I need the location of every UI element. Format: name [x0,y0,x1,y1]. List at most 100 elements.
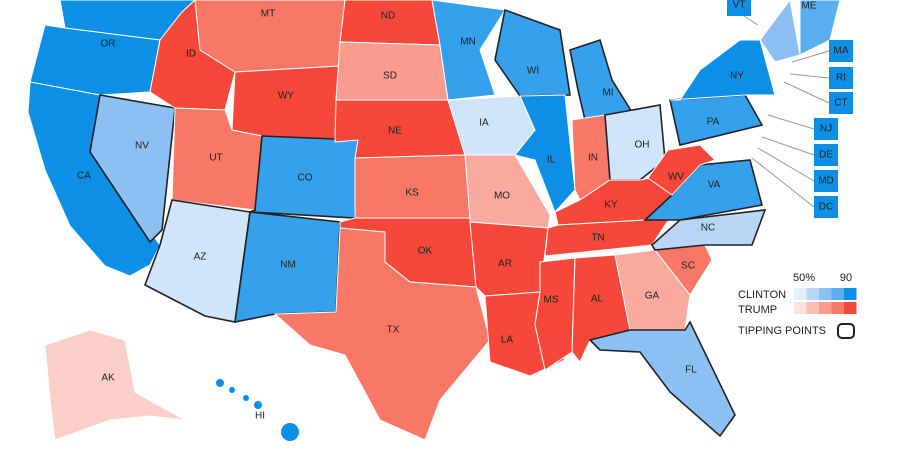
state-shape [647,144,716,196]
state-shape [759,0,801,63]
legend-swatch [844,302,857,314]
state-label: ID [186,49,196,60]
state-label: AR [498,259,512,270]
leader-line [751,157,815,208]
state-label: SC [681,261,695,272]
state-box [829,67,853,89]
legend-swatch [794,288,807,300]
legend-swatch [831,288,844,300]
legend-swatch [819,288,832,300]
state-label: TN [591,233,604,244]
legend-swatch [831,302,844,314]
state-label: MT [261,9,275,20]
state-label: IN [588,153,598,164]
state-label: VA [708,180,721,191]
legend-low: 50% [793,272,815,284]
state-shape [243,395,249,401]
state-label: UT [209,153,222,164]
legend-tipping: TIPPING POINTS [738,325,826,337]
legend-swatch [806,288,819,300]
state-label: WV [668,172,684,183]
state-box [814,196,838,218]
state-label: DE [819,150,833,161]
state-label: CT [834,98,847,109]
legend-swatch [819,302,832,314]
state-label: CO [298,173,313,184]
state-shape [254,401,262,409]
state-shape [339,0,441,46]
state-shape [588,320,736,438]
state-label: NM [280,260,296,271]
state-label: WI [527,66,539,77]
state-shape [614,249,691,331]
state-label: NY [730,71,744,82]
state-label: AL [591,294,604,305]
state-label: AK [101,373,115,384]
state-label: IL [547,155,556,166]
state-shape [494,8,571,97]
state-label: TX [387,325,400,336]
state-label: NC [701,223,715,234]
state-shape [514,94,576,213]
state-shape [604,104,666,181]
state-label: MN [460,37,476,48]
state-shape [89,94,176,244]
state-label: NJ [820,124,832,135]
state-label: ND [381,11,395,22]
leader-line [757,147,815,182]
leader-line [767,114,815,130]
state-label: MS [544,295,559,306]
leader-line [783,81,830,104]
state-label: MA [834,46,849,57]
state-label: KS [405,188,419,199]
state-label: MO [494,191,510,202]
state-label: LA [501,335,514,346]
state-label: CA [77,171,91,182]
state-box [727,0,751,16]
state-label: GA [645,291,660,302]
leader-line [791,50,830,63]
state-shape [216,379,224,387]
state-label: MD [818,176,834,187]
state-box [814,118,838,140]
state-box [814,170,838,192]
state-box [829,92,853,114]
state-box [829,40,853,62]
legend-high: 90 [840,272,852,284]
state-box [814,144,838,166]
state-label: WY [278,91,294,102]
state-label: PA [707,117,720,128]
states: OR CA NV ID MT WY UT CO AZ NM ND SD NE KS OK TX MN IA MO AR… [27,0,853,441]
legend-swatch [806,302,819,314]
state-shape [354,154,471,219]
state-shape [231,65,341,143]
state-shape [229,387,235,393]
legend-swatch [844,288,857,300]
state-label: DC [819,202,833,213]
legend-clinton: CLINTON [738,289,786,301]
state-label: RI [836,73,846,84]
legend: 50% 90 CLINTON TRUMP TIPPING POINTS [738,272,857,339]
state-label: OH [635,140,650,151]
state-label: SD [383,71,397,82]
state-label: VT [733,0,746,11]
state-label: OR [101,39,116,50]
state-label: KY [604,200,618,211]
legend-swatch [794,302,807,314]
state-shape [281,423,299,441]
state-label: OK [418,246,433,257]
state-shape [569,38,634,121]
state-shape [669,39,776,101]
leader-line [761,136,815,156]
legend-trump: TRUMP [738,304,777,316]
state-shape [273,227,491,441]
state-label: ME [802,1,817,12]
state-label: IA [479,118,489,129]
state-label: HI [255,411,265,422]
legend-tipping-icon [837,323,855,339]
state-label: FL [685,365,697,376]
state-shape [534,257,576,371]
leader-line [789,73,830,79]
state-label: AZ [194,252,207,263]
